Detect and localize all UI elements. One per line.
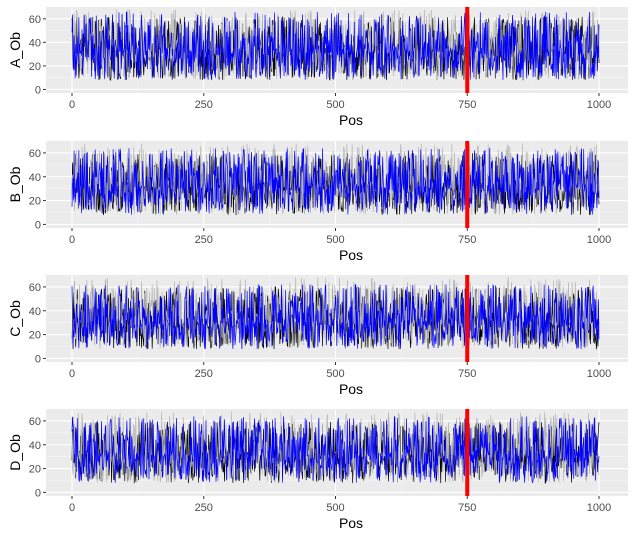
y-tick-label: 40 [29,37,41,49]
y-tick-label: 20 [29,61,41,73]
x-tick-label: 250 [195,502,213,514]
series-group [71,143,600,216]
x-tick-label: 750 [458,99,476,111]
series-group [71,411,600,484]
panel-3: 0 20 40 60 0 250 500 750 1000 Pos C_Ob [7,275,628,397]
y-tick-label: 60 [29,282,41,294]
x-tick-label: 750 [458,368,476,380]
y-axis-title: D_Ob [7,434,23,471]
series-group [71,277,600,350]
panel-1: 0 20 40 60 0 250 500 750 1000 Pos A_Ob [7,7,628,128]
x-tick-label: 1000 [587,368,611,380]
x-tick-label: 750 [458,234,476,246]
x-tick-label: 750 [458,502,476,514]
y-tick-label: 60 [29,416,41,428]
y-tick-label: 40 [29,306,41,318]
y-axis-title: C_Ob [7,300,23,337]
x-tick-label: 0 [69,234,75,246]
x-axis-title: Pos [339,247,363,263]
panel-2: 0 20 40 60 0 250 500 750 1000 Pos B_Ob [7,141,628,263]
y-tick-label: 60 [29,14,41,26]
x-axis-title: Pos [339,112,363,128]
y-tick-label: 0 [35,353,41,365]
y-tick-label: 0 [35,84,41,96]
y-tick-label: 0 [35,219,41,231]
x-tick-label: 500 [326,234,344,246]
panel-4: 0 20 40 60 0 250 500 750 1000 Pos D_Ob [7,409,628,531]
x-tick-label: 250 [195,99,213,111]
series-line-3 [71,415,600,484]
x-tick-label: 1000 [587,234,611,246]
x-tick-label: 0 [69,368,75,380]
x-tick-label: 1000 [587,99,611,111]
series-line-3 [71,11,600,81]
y-tick-label: 20 [29,464,41,476]
y-tick-label: 60 [29,148,41,160]
x-tick-label: 500 [326,368,344,380]
series-line-3 [71,148,600,215]
y-axis-title: B_Ob [7,166,23,202]
x-tick-label: 0 [69,502,75,514]
x-tick-label: 1000 [587,502,611,514]
x-axis-title: Pos [339,381,363,397]
y-tick-label: 20 [29,330,41,342]
x-tick-label: 500 [326,502,344,514]
y-tick-label: 40 [29,440,41,452]
x-axis-title: Pos [339,515,363,531]
y-tick-label: 40 [29,172,41,184]
y-tick-label: 0 [35,487,41,499]
x-tick-label: 250 [195,368,213,380]
x-tick-label: 0 [69,99,75,111]
series-line-3 [71,284,600,350]
y-axis-title: A_Ob [7,32,23,68]
y-tick-label: 20 [29,196,41,208]
x-tick-label: 500 [326,99,344,111]
series-group [71,9,600,82]
x-tick-label: 250 [195,234,213,246]
